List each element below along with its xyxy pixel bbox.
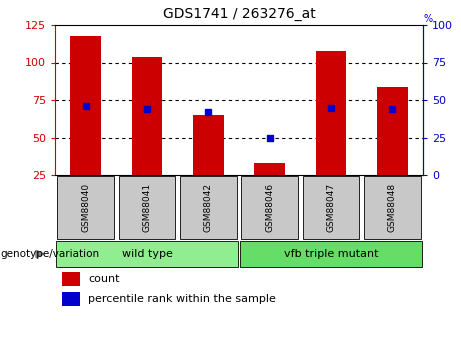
Text: GSM88046: GSM88046 xyxy=(265,183,274,232)
Text: wild type: wild type xyxy=(122,249,172,259)
Title: GDS1741 / 263276_at: GDS1741 / 263276_at xyxy=(163,7,315,21)
Text: GSM88048: GSM88048 xyxy=(388,183,397,232)
FancyBboxPatch shape xyxy=(58,176,114,239)
Text: genotype/variation: genotype/variation xyxy=(0,249,99,259)
Bar xyxy=(316,50,346,175)
Bar xyxy=(377,87,408,175)
Bar xyxy=(132,57,162,175)
Bar xyxy=(193,115,224,175)
Text: GSM88042: GSM88042 xyxy=(204,183,213,232)
Text: GSM88047: GSM88047 xyxy=(326,183,336,232)
FancyBboxPatch shape xyxy=(364,176,420,239)
FancyBboxPatch shape xyxy=(180,176,236,239)
Bar xyxy=(254,163,285,175)
Text: vfb triple mutant: vfb triple mutant xyxy=(284,249,378,259)
FancyBboxPatch shape xyxy=(242,176,298,239)
Bar xyxy=(62,292,80,306)
Bar xyxy=(71,36,101,175)
FancyBboxPatch shape xyxy=(240,241,422,267)
FancyBboxPatch shape xyxy=(119,176,175,239)
FancyBboxPatch shape xyxy=(56,241,238,267)
Text: count: count xyxy=(88,274,119,284)
Text: GSM88041: GSM88041 xyxy=(142,183,152,232)
Text: GSM88040: GSM88040 xyxy=(81,183,90,232)
Text: %: % xyxy=(423,13,432,23)
Bar xyxy=(62,272,80,286)
Text: percentile rank within the sample: percentile rank within the sample xyxy=(88,294,276,304)
FancyBboxPatch shape xyxy=(303,176,359,239)
